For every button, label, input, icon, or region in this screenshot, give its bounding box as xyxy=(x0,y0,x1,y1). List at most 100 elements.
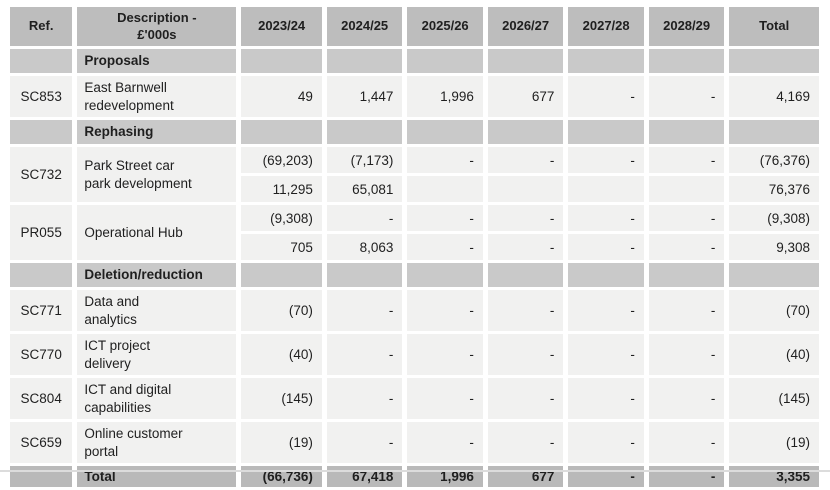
value-cell-2028-29 xyxy=(648,263,725,287)
value-cell-2023-24: (19) xyxy=(241,422,322,463)
section-label: Deletion/reduction xyxy=(77,263,237,287)
value-cell-2023-24 xyxy=(241,120,322,144)
value-cell-2027-28: - xyxy=(568,422,644,463)
value-cell-2023-24: (9,308) xyxy=(241,205,322,231)
value-cell-2025-26 xyxy=(407,176,483,202)
value-cell-2027-28: - xyxy=(568,290,644,331)
value-cell-2023-24 xyxy=(241,263,322,287)
value-cell-2028-29: - xyxy=(648,76,725,117)
value-cell-2026-27 xyxy=(487,176,564,202)
value-cell-total: (19) xyxy=(729,422,819,463)
value-cell-total: 76,376 xyxy=(729,176,819,202)
section-row: Proposals xyxy=(10,49,819,73)
ref-cell: SC659 xyxy=(10,422,73,463)
value-cell-2028-29: - xyxy=(648,205,725,231)
col-header-total: Total xyxy=(729,7,819,46)
value-cell-2026-27 xyxy=(487,120,564,144)
section-label: Rephasing xyxy=(77,120,237,144)
value-cell-total xyxy=(729,263,819,287)
value-cell-2025-26: - xyxy=(407,147,483,173)
col-header-ref: Ref. xyxy=(10,7,73,46)
value-cell-2028-29: - xyxy=(648,334,725,375)
value-cell-2026-27: - xyxy=(487,147,564,173)
value-cell-2025-26: - xyxy=(407,334,483,375)
col-header-2024-25: 2024/25 xyxy=(326,7,403,46)
value-cell-2026-27: - xyxy=(487,334,564,375)
value-cell-2026-27: - xyxy=(487,290,564,331)
value-cell-2026-27: - xyxy=(487,234,564,260)
value-cell-2023-24: (70) xyxy=(241,290,322,331)
header-row: Ref. Description - £'000s 2023/24 2024/2… xyxy=(10,7,819,46)
value-cell-2025-26: - xyxy=(407,290,483,331)
value-cell-2026-27 xyxy=(487,263,564,287)
value-cell-2024-25: (7,173) xyxy=(326,147,403,173)
value-cell-total: (145) xyxy=(729,378,819,419)
value-cell-total xyxy=(729,49,819,73)
value-cell-2026-27: - xyxy=(487,422,564,463)
value-cell-2028-29: - xyxy=(648,290,725,331)
value-cell-2023-24: (145) xyxy=(241,378,322,419)
ref-cell: SC771 xyxy=(10,290,73,331)
ref-cell xyxy=(10,263,73,287)
value-cell-2024-25 xyxy=(326,49,403,73)
description-cell: Online customer portal xyxy=(77,422,237,463)
ref-cell: SC732 xyxy=(10,147,73,202)
value-cell-2027-28 xyxy=(568,49,644,73)
bottom-rule xyxy=(0,470,830,472)
section-row: Rephasing xyxy=(10,120,819,144)
value-cell-2028-29: - xyxy=(648,234,725,260)
ref-cell: SC770 xyxy=(10,334,73,375)
value-cell-2025-26: - xyxy=(407,205,483,231)
value-cell-total: (9,308) xyxy=(729,205,819,231)
value-cell-2023-24: (40) xyxy=(241,334,322,375)
item-row-top: PR055 Operational Hub (9,308) - - - - - (9,308) xyxy=(10,205,819,260)
value-cell-2028-29 xyxy=(648,176,725,202)
value-cell-total: 4,169 xyxy=(729,76,819,117)
value-cell-2028-29: - xyxy=(648,147,725,173)
value-cell-total: (76,376) xyxy=(729,147,819,173)
ref-cell: PR055 xyxy=(10,205,73,260)
value-cell-2024-25: 1,447 xyxy=(326,76,403,117)
value-cell-2024-25: 8,063 xyxy=(326,234,403,260)
col-header-2028-29: 2028/29 xyxy=(648,7,725,46)
item-row: SC770 ICT project delivery (40) - - - - - (40) xyxy=(10,334,819,375)
value-cell-2023-24: (69,203) xyxy=(241,147,322,173)
value-cell-2026-27: - xyxy=(487,378,564,419)
ref-cell: SC853 xyxy=(10,76,73,117)
col-header-2023-24: 2023/24 xyxy=(241,7,322,46)
value-cell-2024-25 xyxy=(326,263,403,287)
ref-cell: SC804 xyxy=(10,378,73,419)
value-cell-2024-25: - xyxy=(326,378,403,419)
value-cell-2023-24: 49 xyxy=(241,76,322,117)
description-cell: East Barnwell redevelopment xyxy=(77,76,237,117)
value-cell-2025-26 xyxy=(407,49,483,73)
value-cell-total xyxy=(729,120,819,144)
description-cell: Operational Hub xyxy=(77,205,237,260)
value-cell-2027-28: - xyxy=(568,378,644,419)
ref-cell xyxy=(10,120,73,144)
item-row-bottom: 11,295 65,081 76,376 xyxy=(10,176,819,202)
description-cell: Data and analytics xyxy=(77,290,237,331)
value-cell-2024-25: - xyxy=(326,334,403,375)
item-row-top: SC732 Park Street car park development (69… xyxy=(10,147,819,202)
value-cell-2028-29 xyxy=(648,120,725,144)
value-cell-2027-28: - xyxy=(568,234,644,260)
value-cell-total: (70) xyxy=(729,290,819,331)
value-cell-2027-28 xyxy=(568,120,644,144)
item-row: SC853 East Barnwell redevelopment 49 1,447 1… xyxy=(10,76,819,117)
value-cell-2025-26: - xyxy=(407,234,483,260)
value-cell-2028-29 xyxy=(648,49,725,73)
description-cell: Park Street car park development xyxy=(77,147,237,202)
value-cell-2027-28: - xyxy=(568,76,644,117)
value-cell-2025-26: - xyxy=(407,422,483,463)
item-row: SC804 ICT and digital capabilities (145) - -… xyxy=(10,378,819,419)
col-header-2025-26: 2025/26 xyxy=(407,7,483,46)
capital-programme-table: Ref. Description - £'000s 2023/24 2024/2… xyxy=(5,4,824,490)
value-cell-2026-27: - xyxy=(487,205,564,231)
value-cell-2027-28 xyxy=(568,176,644,202)
value-cell-2023-24 xyxy=(241,49,322,73)
value-cell-2024-25: - xyxy=(326,290,403,331)
value-cell-2024-25: 65,081 xyxy=(326,176,403,202)
value-cell-2028-29: - xyxy=(648,378,725,419)
ref-cell xyxy=(10,49,73,73)
